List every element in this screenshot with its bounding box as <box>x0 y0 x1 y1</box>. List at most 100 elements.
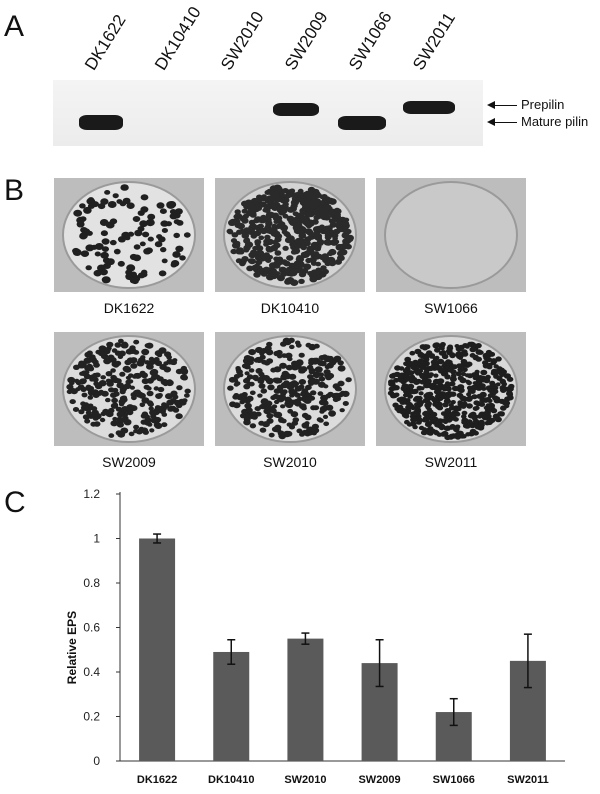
colony-spot <box>410 364 417 369</box>
colony-spot <box>260 399 267 404</box>
colony-spot <box>235 367 242 372</box>
colony-spot <box>319 194 326 200</box>
colony-spot <box>117 260 125 267</box>
colony-spot <box>140 220 148 227</box>
colony-spot <box>158 236 166 243</box>
colony-spot <box>477 350 484 355</box>
lane-label: SW1066 <box>345 8 396 74</box>
colony-spot <box>132 216 141 222</box>
colony-spot <box>79 203 86 209</box>
colony-spot <box>423 393 431 399</box>
colony-spot <box>445 383 451 388</box>
colony-spot <box>100 198 109 205</box>
colony-spot <box>285 266 293 272</box>
colony-spot <box>341 220 350 227</box>
colony-spot <box>160 247 167 253</box>
colony-spot <box>426 373 433 379</box>
colony-spot <box>173 219 181 225</box>
colony-spot <box>266 246 274 253</box>
colony-spot <box>281 229 288 235</box>
colony-spot <box>140 419 148 425</box>
colony-spot <box>265 349 274 356</box>
colony-spot <box>141 348 150 356</box>
colony-spot <box>132 254 142 262</box>
colony-spot <box>93 269 102 277</box>
colony-spot <box>128 431 135 437</box>
colony-spot <box>110 420 118 427</box>
colony-spot <box>300 244 308 251</box>
colony-spot <box>135 393 142 398</box>
colony-spot <box>175 245 184 252</box>
colony-spot <box>110 368 116 373</box>
colony-spot <box>249 423 257 429</box>
colony-spot <box>172 212 181 219</box>
colony-spot <box>318 418 324 423</box>
category-label: SW2010 <box>284 774 326 786</box>
colony-spot <box>472 406 479 411</box>
colony-spot <box>388 386 395 392</box>
colony-spot <box>250 249 258 256</box>
colony-caption: SW2009 <box>102 454 156 470</box>
colony-spot <box>440 411 447 416</box>
colony-spot <box>131 395 137 401</box>
colony-spot <box>317 391 324 396</box>
colony-spot <box>298 384 305 390</box>
colony-spot <box>274 399 280 405</box>
colony-spot <box>181 375 188 381</box>
colony-spot <box>475 401 482 407</box>
colony-spot <box>453 426 460 433</box>
colony-spot <box>282 245 289 251</box>
colony-spot <box>304 421 310 426</box>
colony-spot <box>83 370 90 375</box>
colony-spot <box>323 421 330 427</box>
colony-spot <box>399 399 407 405</box>
colony-spot <box>445 417 452 422</box>
colony-spot <box>308 222 315 227</box>
colony-spot <box>419 379 426 385</box>
colony-spot <box>119 389 126 395</box>
colony-spot <box>491 368 498 374</box>
colony-spot <box>404 377 410 382</box>
colony-spot <box>444 397 451 402</box>
colony-spot <box>87 395 94 400</box>
colony-spot <box>298 232 306 239</box>
colony-drawing <box>215 178 365 292</box>
category-label: SW1066 <box>433 774 475 786</box>
colony-spot <box>99 417 106 423</box>
colony-spot <box>302 240 310 246</box>
colony-spot <box>293 398 301 404</box>
colony-drawing <box>54 178 204 292</box>
colony-spot <box>322 414 329 419</box>
colony-spot <box>162 381 169 387</box>
colony-spot <box>327 251 334 257</box>
colony-spot <box>335 396 342 402</box>
colony-spot <box>449 352 456 357</box>
colony-spot <box>118 398 126 405</box>
colony-spot <box>445 410 453 417</box>
colony-spot <box>105 397 111 403</box>
lane-label: DK1622 <box>81 11 130 74</box>
colony-spot <box>464 344 470 349</box>
colony-spot <box>331 232 339 239</box>
colony-spot <box>283 380 290 386</box>
colony-spot <box>398 378 405 383</box>
colony-spot <box>337 227 344 233</box>
colony-spot <box>416 385 423 391</box>
category-label: SW2011 <box>507 774 549 786</box>
colony-spot <box>102 408 110 415</box>
bar <box>287 638 324 761</box>
colony-spot <box>237 372 244 378</box>
colony-spot <box>309 202 318 209</box>
colony-spot <box>256 197 263 203</box>
colony-spot <box>117 236 126 243</box>
colony-spot <box>141 397 150 404</box>
colony-spot <box>295 237 303 245</box>
colony-spot <box>319 405 328 413</box>
colony-spot <box>460 371 467 377</box>
colony-spot <box>268 203 277 210</box>
colony-spot <box>298 379 307 385</box>
colony-spot <box>307 431 313 436</box>
colony-spot <box>111 397 118 404</box>
colony-spot <box>122 365 131 373</box>
lane-label: SW2011 <box>409 9 460 74</box>
